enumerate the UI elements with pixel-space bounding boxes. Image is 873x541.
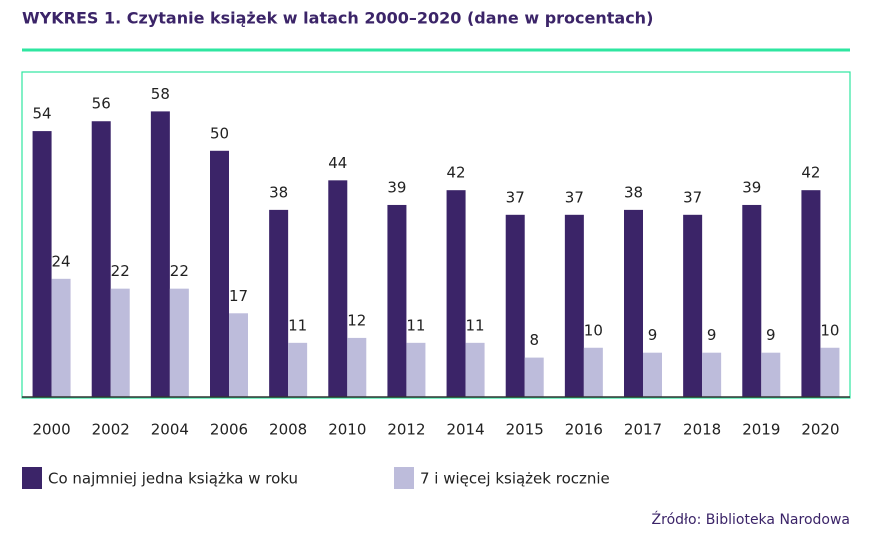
bar [288,342,308,397]
x-tick-label: 2016 [565,421,603,439]
data-label: 39 [742,178,761,196]
x-tick-label: 2015 [506,421,544,439]
bar [51,278,71,397]
data-label: 12 [347,311,366,329]
data-label: 39 [387,178,406,196]
data-label: 37 [506,188,525,206]
bar [524,357,544,397]
bar [347,337,367,397]
bar [505,214,525,397]
data-label: 58 [151,85,170,103]
data-label: 38 [269,183,288,201]
data-label: 11 [406,316,425,334]
data-label: 56 [92,95,111,113]
data-label: 37 [565,188,584,206]
bar [446,190,466,397]
x-tick-label: 2014 [446,421,484,439]
bar [564,214,584,397]
data-label: 37 [683,188,702,206]
data-label: 9 [648,326,658,344]
bar [229,313,248,397]
bar [702,352,722,397]
x-tick-label: 2018 [683,421,721,439]
legend-label: Co najmniej jedna książka w roku [48,470,298,488]
data-label: 50 [210,124,229,142]
data-label: 42 [447,164,466,182]
data-label: 11 [466,316,485,334]
bar [465,342,485,397]
x-tick-label: 2010 [328,421,366,439]
data-label: 42 [801,164,820,182]
bar [624,209,643,397]
bar [683,214,703,397]
data-label: 24 [52,252,71,270]
bar [742,204,762,397]
bar [643,352,662,397]
x-tick-label: 2017 [624,421,662,439]
x-tick-label: 2000 [32,421,70,439]
x-tick-label: 2002 [92,421,130,439]
bar [32,131,52,397]
bar [328,180,348,397]
bar [91,121,111,397]
plot-frame [21,71,851,399]
data-label: 17 [229,287,248,305]
bar [387,204,407,397]
data-label: 10 [820,321,839,339]
data-label: 22 [170,262,189,280]
bar [761,352,781,397]
data-label: 22 [111,262,130,280]
source: Źródło: Biblioteka Narodowa [652,510,850,528]
x-tick-label: 2020 [801,421,839,439]
data-label: 44 [328,154,347,172]
bar [583,347,603,397]
bar [169,288,189,397]
bar [406,342,426,397]
legend-swatch [22,467,42,489]
data-label: 9 [707,326,717,344]
chart-title: WYKRES 1. Czytanie książek w latach 2000… [22,9,653,28]
data-label: 54 [33,105,52,123]
x-tick-label: 2004 [151,421,189,439]
data-label: 10 [584,321,603,339]
data-label: 11 [288,316,307,334]
data-label: 38 [624,183,643,201]
bar [820,347,840,397]
x-tick-label: 2012 [387,421,425,439]
legend-swatch [394,467,414,489]
x-tick-label: 2019 [742,421,780,439]
legend-label: 7 i więcej książek rocznie [420,470,610,488]
bar [210,150,229,397]
bar [110,288,130,397]
bar [150,111,170,398]
bar [269,209,289,397]
x-tick-label: 2008 [269,421,307,439]
data-label: 8 [529,331,539,349]
x-tick-label: 2006 [210,421,248,439]
bar [801,190,821,397]
data-label: 9 [766,326,776,344]
